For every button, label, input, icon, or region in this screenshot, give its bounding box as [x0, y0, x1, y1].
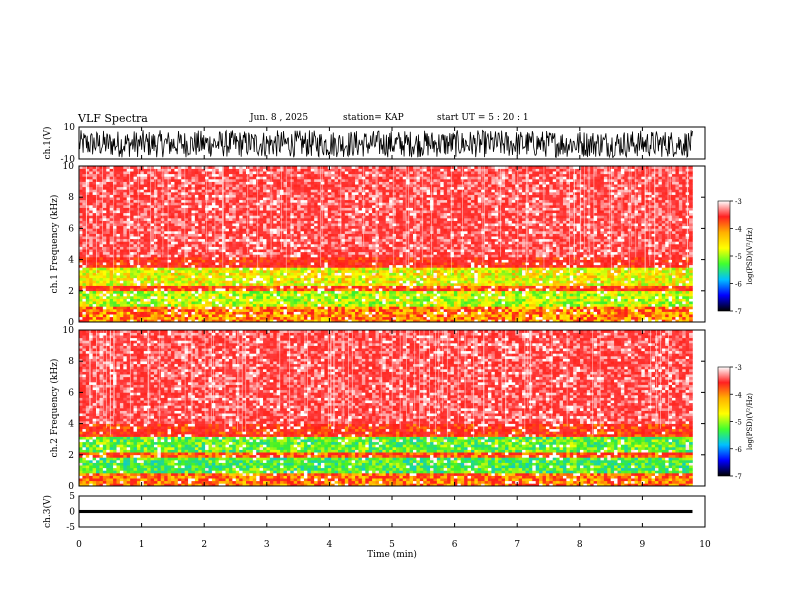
colorbar-ch1-ticklabel: -3: [735, 198, 742, 206]
colorbar-ch1-ticklabel: -6: [735, 281, 742, 289]
ch2-spectrogram-ylabel: ch.2 Frequency (kHz): [49, 359, 60, 458]
colorbar-ch2-ticklabel: -6: [735, 446, 742, 454]
ch1-spectrogram-ytick: 10: [63, 162, 75, 172]
xtick-label: 10: [699, 540, 711, 550]
colorbar-ch2: [717, 366, 731, 477]
xtick-label: 4: [327, 540, 333, 550]
ch1-spectrogram-ytick: 2: [68, 287, 74, 297]
xaxis-label: Time (min): [367, 549, 417, 560]
colorbar-ch2-label: log(PSD)(V²/Hz): [746, 393, 754, 450]
colorbar-ch1-ticklabel: -5: [735, 253, 742, 261]
ch3-ytick: 0: [69, 508, 75, 518]
colorbar-ch2-ticklabel: -3: [735, 364, 742, 372]
ch1-ytick-bottom: -10: [61, 155, 76, 165]
xtick-label: 5: [389, 540, 395, 550]
ch2-spectrogram-cells: [79, 330, 693, 487]
ch2-spectrogram-ytick: 4: [68, 420, 74, 430]
ch1-spectrogram-ytick: 4: [68, 256, 74, 266]
xtick-label: 6: [452, 540, 458, 550]
xtick-label: 2: [201, 540, 207, 550]
xtick-label: 3: [264, 540, 270, 550]
ch1-spectrogram-ytick: 8: [68, 193, 74, 203]
ch1-spectrogram-ytick: 0: [68, 318, 74, 328]
ch1-ytick-top: 10: [64, 123, 76, 133]
ch1-spectrogram-ylabel: ch.1 Frequency (kHz): [49, 195, 60, 294]
xtick-label: 1: [139, 540, 145, 550]
ch1-waveform-ylabel: ch.1(V): [42, 127, 53, 160]
figure-title: VLF Spectra: [78, 112, 148, 125]
colorbar-ch2-ticklabel: -5: [735, 419, 742, 427]
station-label: station= KAP: [343, 113, 404, 123]
xtick-label: 7: [514, 540, 520, 550]
date-label: Jun. 8 , 2025: [250, 113, 308, 123]
xtick-label: 9: [640, 540, 646, 550]
start-time-label: start UT = 5 : 20 : 1: [437, 113, 529, 123]
ch1-spectrogram-ytick: 6: [68, 224, 74, 234]
colorbar-ch2-ticklabel: -7: [735, 473, 742, 481]
ch1-spectrogram-cells: [79, 166, 693, 323]
colorbar-ch1: [717, 200, 731, 312]
ch2-spectrogram-ytick: 6: [68, 388, 74, 398]
xtick-label: 8: [577, 540, 583, 550]
ch3-waveform-ylabel: ch.3(V): [42, 495, 53, 528]
ch3-ytick: -5: [66, 523, 75, 533]
ch2-spectrogram-ytick: 2: [68, 451, 74, 461]
colorbar-ch1-ticklabel: -4: [735, 226, 742, 234]
ch1-waveform-line: [78, 129, 693, 159]
colorbar-ch2-ticklabel: -4: [735, 391, 742, 399]
xtick-label: 0: [76, 540, 82, 550]
ch3-waveform-band: [79, 509, 693, 514]
colorbar-ch1-ticklabel: -7: [735, 308, 742, 316]
colorbar-ch1-label: log(PSD)(V²/Hz): [746, 227, 754, 284]
ch2-spectrogram-ytick: 10: [63, 326, 75, 336]
ch2-spectrogram-ytick: 0: [68, 482, 74, 492]
ch3-ytick: 5: [69, 492, 75, 502]
ch2-spectrogram-ytick: 8: [68, 357, 74, 367]
